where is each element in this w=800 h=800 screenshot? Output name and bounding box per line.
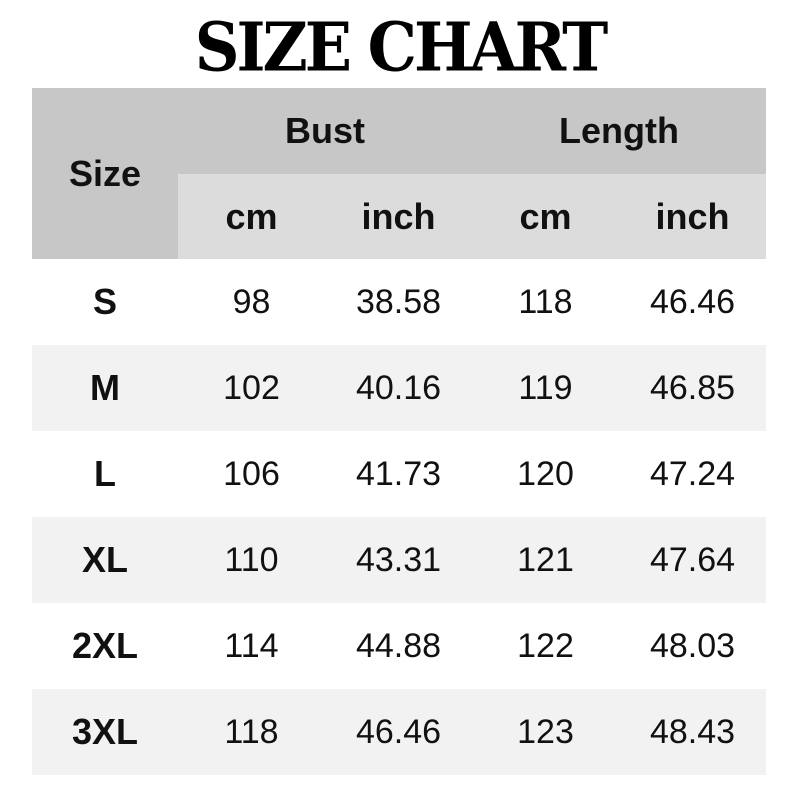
value-cell: 46.46 (649, 282, 736, 321)
value-cell: 47.64 (619, 517, 767, 603)
value-cell: 123 (472, 689, 619, 775)
value-cell: 106 (223, 454, 280, 493)
value-cell: 118 (518, 282, 573, 321)
value-cell: 120 (517, 454, 574, 493)
table-row: M 102 40.16 119 46.85 (32, 345, 767, 431)
size-cell: L (94, 453, 116, 494)
table-row: 3XL 118 46.46 123 48.43 (32, 689, 767, 775)
value-cell: 46.85 (619, 345, 767, 431)
value-cell: 119 (472, 345, 619, 431)
size-table: Size Bust Length cm inch cm inch S 98 38.5… (32, 88, 767, 775)
value-cell: 47.24 (649, 454, 736, 493)
header-bust: Bust (178, 88, 472, 174)
value-cell: 118 (178, 689, 325, 775)
value-cell: 38.58 (355, 282, 442, 321)
value-cell: 46.46 (325, 689, 472, 775)
value-cell: 48.43 (619, 689, 767, 775)
table-row: 2XL 114 44.88 122 48.03 (32, 603, 766, 689)
value-cell: 114 (224, 626, 279, 665)
value-cell: 121 (472, 517, 619, 603)
header-unit: cm (178, 174, 325, 259)
header-unit: inch (619, 174, 767, 259)
header-length: Length (472, 88, 767, 174)
table-row: S 98 38.58 118 46.46 (32, 259, 766, 345)
table-row: L 106 41.73 120 47.24 (32, 431, 766, 517)
size-cell: XL (32, 517, 178, 603)
table-row: XL 110 43.31 121 47.64 (32, 517, 767, 603)
value-cell: 41.73 (355, 454, 442, 493)
chart-title: SIZE CHART (194, 8, 608, 87)
value-cell: 44.88 (355, 626, 442, 665)
header-unit: inch (325, 174, 472, 259)
header-size: Size (32, 88, 178, 259)
value-cell: 40.16 (325, 345, 472, 431)
value-cell: 110 (178, 517, 325, 603)
value-cell: 122 (517, 626, 574, 665)
value-cell: 98 (232, 282, 271, 321)
value-cell: 102 (178, 345, 325, 431)
size-cell: M (32, 345, 178, 431)
size-cell: 2XL (71, 625, 139, 666)
size-cell: S (92, 281, 117, 322)
size-cell: 3XL (32, 689, 178, 775)
value-cell: 48.03 (649, 626, 736, 665)
header-unit: cm (472, 174, 619, 259)
value-cell: 43.31 (325, 517, 472, 603)
